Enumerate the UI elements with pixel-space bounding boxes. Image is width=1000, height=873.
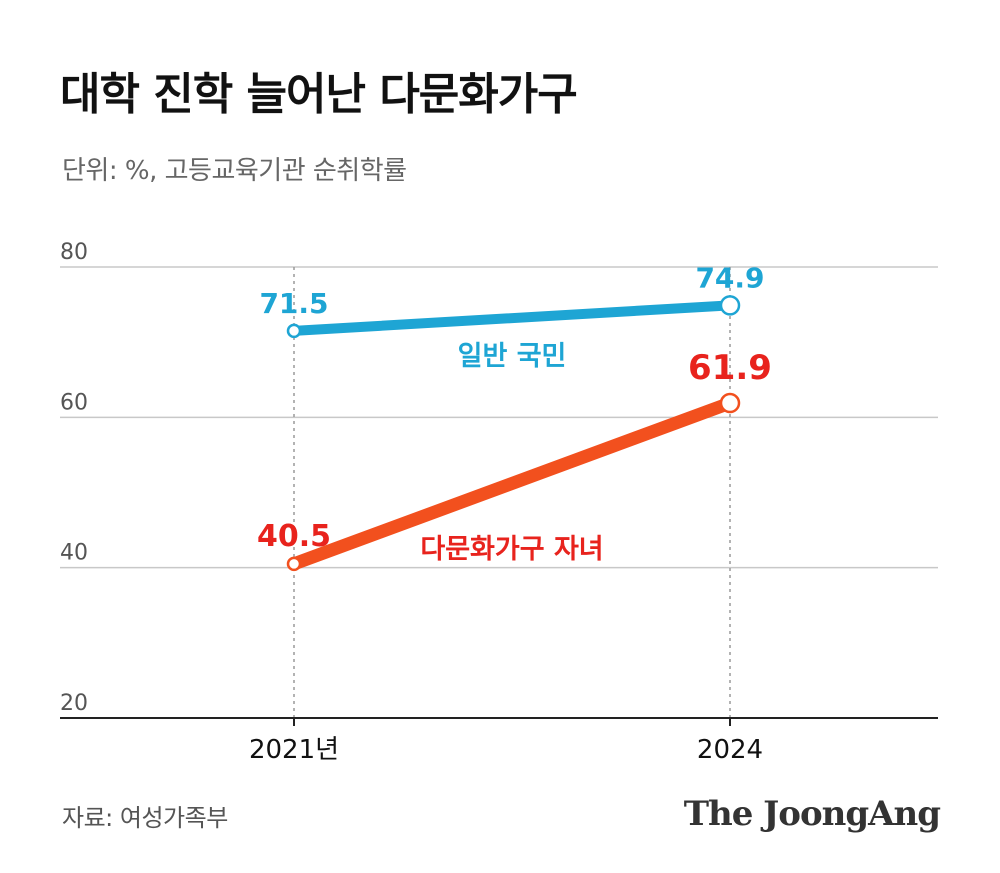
data-label: 61.9 xyxy=(688,348,772,388)
chart-subtitle: 단위: %, 고등교육기관 순취학률 xyxy=(62,156,407,186)
series-line xyxy=(287,396,737,571)
series-name-label: 다문화가구 자녀 xyxy=(420,534,603,565)
y-tick-label: 80 xyxy=(60,240,88,265)
series-name-label: 일반 국민 xyxy=(458,341,567,372)
data-label: 74.9 xyxy=(695,261,764,294)
x-tick-label: 2021년 xyxy=(249,735,339,765)
data-point xyxy=(286,323,302,339)
publisher-logo: The JoongAng xyxy=(683,794,941,834)
series-line xyxy=(289,300,735,336)
source-note: 자료: 여성가족부 xyxy=(62,804,228,832)
label-layer: 71.5 74.9 일반 국민 40.5 61.9 다문화가구 자녀 xyxy=(257,261,772,565)
data-label: 40.5 xyxy=(257,519,331,554)
y-tick-label: 60 xyxy=(60,390,88,415)
grid-layer xyxy=(60,266,938,569)
y-tick-label: 20 xyxy=(60,691,88,716)
chart-title: 대학 진학 늘어난 다문화가구 xyxy=(60,69,578,120)
data-point xyxy=(719,295,741,316)
axis-layer: 20 40 60 80 2021년 2024 xyxy=(60,240,938,765)
guide-layer xyxy=(293,267,731,718)
x-tick-label: 2024 xyxy=(697,735,763,765)
y-tick-label: 40 xyxy=(60,541,88,566)
series-layer xyxy=(286,295,741,572)
data-point xyxy=(286,556,302,572)
data-point xyxy=(719,392,741,414)
data-label: 71.5 xyxy=(259,287,328,320)
